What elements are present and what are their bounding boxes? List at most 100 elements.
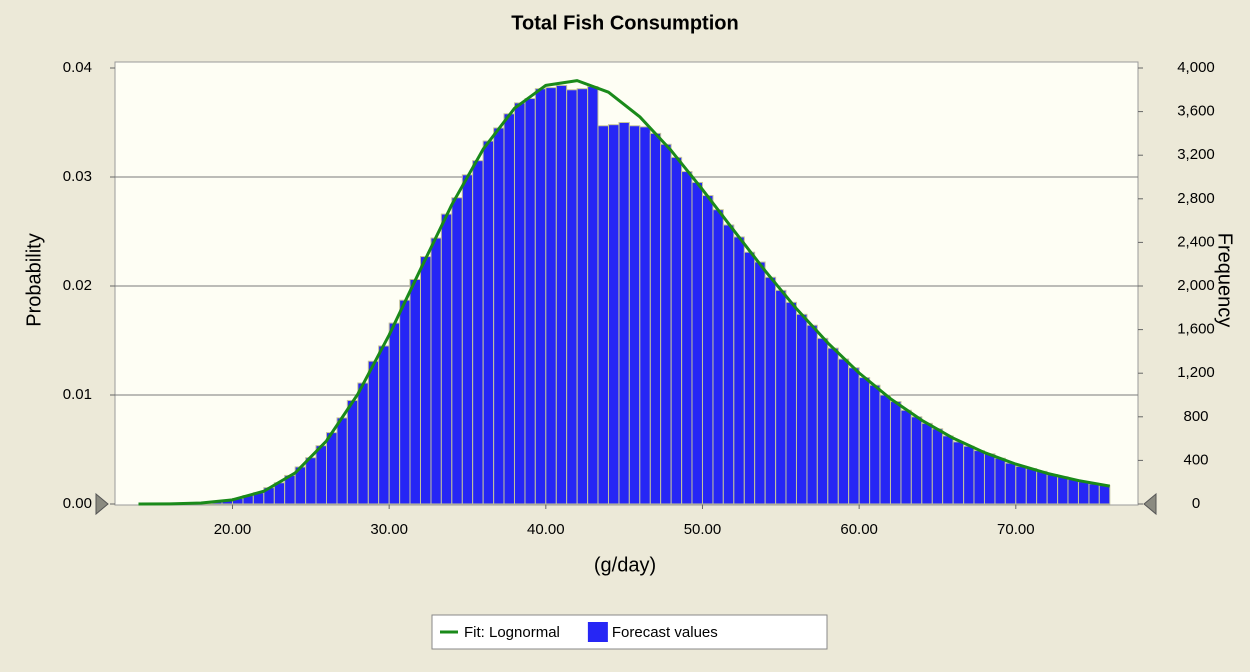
- bar: [597, 125, 609, 505]
- bar: [378, 345, 390, 505]
- bar: [472, 160, 484, 505]
- bar: [399, 299, 411, 505]
- bar: [1057, 476, 1069, 505]
- bar: [712, 209, 724, 505]
- y-tick-label: 0.01: [63, 386, 92, 403]
- bar: [973, 450, 985, 505]
- bar: [325, 432, 338, 505]
- bar: [743, 251, 756, 505]
- bar: [681, 171, 693, 505]
- bar: [806, 324, 818, 505]
- bar: [566, 89, 578, 505]
- y2-tick-label: 1,600: [1177, 321, 1215, 338]
- left-marker[interactable]: [95, 492, 109, 516]
- bar: [451, 197, 463, 505]
- bar: [691, 181, 703, 505]
- y2-tick-label: 400: [1183, 451, 1208, 468]
- bar: [1015, 465, 1027, 505]
- bar: [931, 428, 944, 505]
- bar: [534, 88, 547, 505]
- bar: [461, 174, 474, 505]
- bar: [315, 445, 327, 505]
- bar: [524, 98, 536, 505]
- bar: [869, 384, 881, 505]
- bar: [942, 435, 954, 505]
- bar: [816, 337, 829, 505]
- y-tick-label: 0.00: [63, 495, 92, 512]
- bar: [346, 399, 359, 505]
- x-tick-label: 70.00: [997, 521, 1035, 538]
- bar: [305, 457, 317, 505]
- y-tick-label: 0.04: [63, 59, 92, 76]
- bar: [827, 347, 839, 505]
- y2-tick-label: 3,600: [1177, 103, 1215, 120]
- y2-axis-label: Frequency: [1214, 233, 1236, 328]
- bar: [1077, 481, 1090, 505]
- x-tick-label: 60.00: [840, 521, 878, 538]
- bar: [639, 126, 651, 505]
- bar: [722, 224, 735, 505]
- bar: [670, 156, 683, 505]
- bar: [513, 102, 526, 505]
- fit-line: [138, 79, 1111, 506]
- bar: [921, 422, 933, 505]
- bar: [1025, 468, 1038, 505]
- y2-tick-label: 800: [1183, 408, 1208, 425]
- bar: [336, 417, 348, 505]
- y-axis-label: Probability: [23, 233, 45, 326]
- bar: [848, 367, 860, 505]
- x-tick-label: 50.00: [684, 521, 722, 538]
- bar: [409, 278, 421, 505]
- bar: [963, 445, 975, 505]
- bar: [764, 276, 777, 505]
- right-marker[interactable]: [1143, 492, 1157, 516]
- x-tick-label: 20.00: [214, 521, 252, 538]
- bar: [388, 322, 401, 505]
- bar: [1036, 470, 1048, 505]
- y2-tick-label: 2,800: [1177, 190, 1215, 207]
- bar: [587, 86, 599, 505]
- chart-title: Total Fish Consumption: [511, 12, 738, 34]
- legend: [431, 614, 828, 650]
- bar: [701, 195, 714, 505]
- bar: [545, 87, 557, 505]
- bar: [503, 113, 515, 505]
- x-axis-label: (g/day): [594, 554, 656, 576]
- bar: [430, 237, 442, 505]
- legend-label: Forecast values: [612, 624, 718, 641]
- bar: [952, 441, 965, 505]
- bar: [795, 313, 808, 505]
- bar: [607, 124, 620, 505]
- y-tick-label: 0.03: [63, 168, 92, 185]
- bar: [858, 377, 871, 505]
- y2-tick-label: 1,200: [1177, 364, 1215, 381]
- bar: [649, 132, 662, 505]
- bar: [555, 84, 568, 505]
- bar: [1046, 474, 1059, 505]
- bar: [576, 88, 589, 505]
- bar: [910, 416, 923, 505]
- bar: [660, 143, 672, 505]
- bar: [1088, 483, 1100, 505]
- y2-tick-label: 0: [1192, 495, 1200, 512]
- bar: [618, 122, 630, 505]
- bar: [628, 125, 641, 505]
- y2-tick-label: 2,400: [1177, 233, 1215, 250]
- bar: [733, 236, 745, 505]
- legend-entries: Fit: Lognormal Forecast values: [440, 622, 718, 642]
- y2-tick-label: 2,000: [1177, 277, 1215, 294]
- bar: [367, 360, 380, 505]
- x-tick-label: 30.00: [370, 521, 408, 538]
- bar: [785, 301, 797, 505]
- x-tick-label: 40.00: [527, 521, 565, 538]
- y-tick-label: 0.02: [63, 277, 92, 294]
- bar: [994, 457, 1006, 505]
- legend-swatch: [587, 622, 608, 642]
- bar: [879, 394, 891, 505]
- legend-label: Fit: Lognormal: [464, 624, 560, 641]
- bar: [983, 453, 996, 505]
- plot: 0.00 0.01 0.02 0.03 0.04 0 400 800 1,200 1,600 2,0…: [63, 59, 1215, 538]
- y2-tick-label: 4,000: [1177, 59, 1215, 76]
- bar: [837, 358, 850, 505]
